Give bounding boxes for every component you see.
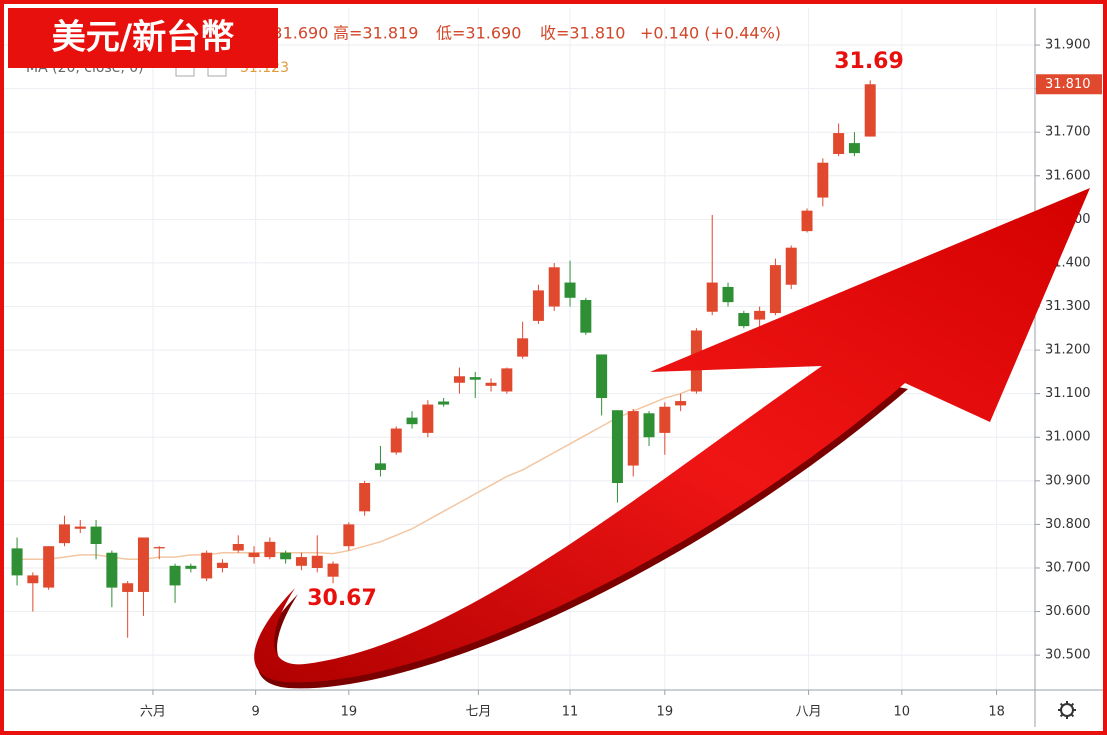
annotation-high: 31.69	[834, 49, 904, 74]
y-tick-label: 30.500	[1045, 648, 1091, 663]
candle-body	[406, 417, 418, 425]
candle-body	[343, 524, 355, 547]
candle-body	[27, 575, 39, 584]
candle-body	[374, 463, 386, 470]
candle-body	[485, 382, 497, 386]
candle-body	[232, 544, 244, 551]
x-tick-label: 19	[657, 705, 674, 720]
candle-body	[785, 247, 797, 285]
candle-body	[11, 548, 23, 576]
y-tick-label: 31.100	[1045, 386, 1091, 401]
candle-body	[248, 552, 260, 558]
candle-body	[185, 565, 197, 569]
x-tick-label: 11	[562, 705, 579, 720]
candle-body	[153, 547, 165, 549]
x-tick-label: 9	[251, 705, 259, 720]
ohlc-change: +0.140 (+0.44%)	[640, 24, 781, 43]
candle-body	[675, 401, 687, 406]
candle-body	[453, 376, 465, 383]
candle-body	[817, 162, 829, 198]
candle-body	[74, 526, 86, 529]
candle-body	[848, 143, 860, 154]
ma-line	[17, 386, 697, 561]
candle-body	[659, 406, 671, 433]
y-tick-label: 31.900	[1045, 38, 1091, 53]
candle-body	[280, 552, 292, 560]
x-tick-label: 18	[988, 705, 1005, 720]
candle-body	[137, 537, 149, 592]
x-tick-label: 七月	[465, 705, 491, 720]
candle-body	[754, 310, 766, 320]
candle-body	[90, 526, 102, 545]
annotation-low: 30.67	[307, 586, 377, 611]
candle-body	[58, 524, 70, 544]
candle-body	[327, 563, 339, 577]
candle-body	[548, 267, 560, 307]
candle-body	[769, 265, 781, 314]
candle-body	[627, 411, 639, 466]
candle-body	[596, 354, 608, 399]
candle-body	[295, 557, 307, 566]
last-price-label: 31.810	[1045, 77, 1091, 92]
y-tick-label: 31.600	[1045, 168, 1091, 183]
candle-body	[611, 410, 623, 484]
last-price-box	[1036, 74, 1102, 95]
chart-title: 美元/新台幣	[52, 18, 234, 58]
candle-body	[517, 338, 529, 357]
candle-body	[801, 210, 813, 232]
candle-body	[438, 401, 450, 405]
y-tick-label: 30.800	[1045, 517, 1091, 532]
candle-body	[311, 555, 323, 568]
candle-body	[532, 290, 544, 321]
candle-body	[501, 368, 513, 392]
candle-body	[722, 286, 734, 303]
x-tick-label: 10	[894, 705, 911, 720]
candle-body	[564, 282, 576, 298]
candle-body	[106, 552, 118, 588]
candle-body	[359, 483, 371, 512]
candle-body	[122, 583, 134, 592]
x-tick-label: 六月	[140, 705, 166, 720]
ohlc-high: 高=31.819	[333, 24, 418, 43]
candle-body	[706, 282, 718, 312]
candle-body	[169, 565, 181, 586]
gear-teeth[interactable]	[1058, 701, 1076, 719]
candle-body	[833, 133, 845, 154]
candle-body	[216, 562, 228, 568]
candle-body	[643, 413, 655, 438]
x-tick-label: 八月	[796, 705, 822, 720]
y-tick-label: 31.200	[1045, 343, 1091, 358]
candle-body	[201, 552, 213, 579]
y-tick-label: 31.300	[1045, 299, 1091, 314]
candle-body	[390, 428, 402, 453]
candle-body	[469, 377, 481, 380]
y-tick-label: 30.600	[1045, 604, 1091, 619]
candle-body	[864, 84, 876, 137]
y-tick-label: 30.700	[1045, 560, 1091, 575]
x-tick-label: 19	[341, 705, 358, 720]
ohlc-close: 收=31.810	[540, 24, 625, 43]
arrow	[254, 188, 1090, 683]
y-tick-label: 31.700	[1045, 125, 1091, 140]
candle-body	[264, 541, 276, 558]
y-tick-label: 31.000	[1045, 430, 1091, 445]
title-box	[8, 8, 278, 68]
settings-icon[interactable]	[1058, 701, 1076, 719]
ohlc-low: 低=31.690	[436, 24, 521, 43]
candle-body	[580, 299, 592, 333]
y-tick-label: 30.900	[1045, 473, 1091, 488]
candle-body	[738, 313, 750, 327]
candle-body	[422, 404, 434, 433]
candle-body	[43, 546, 55, 588]
